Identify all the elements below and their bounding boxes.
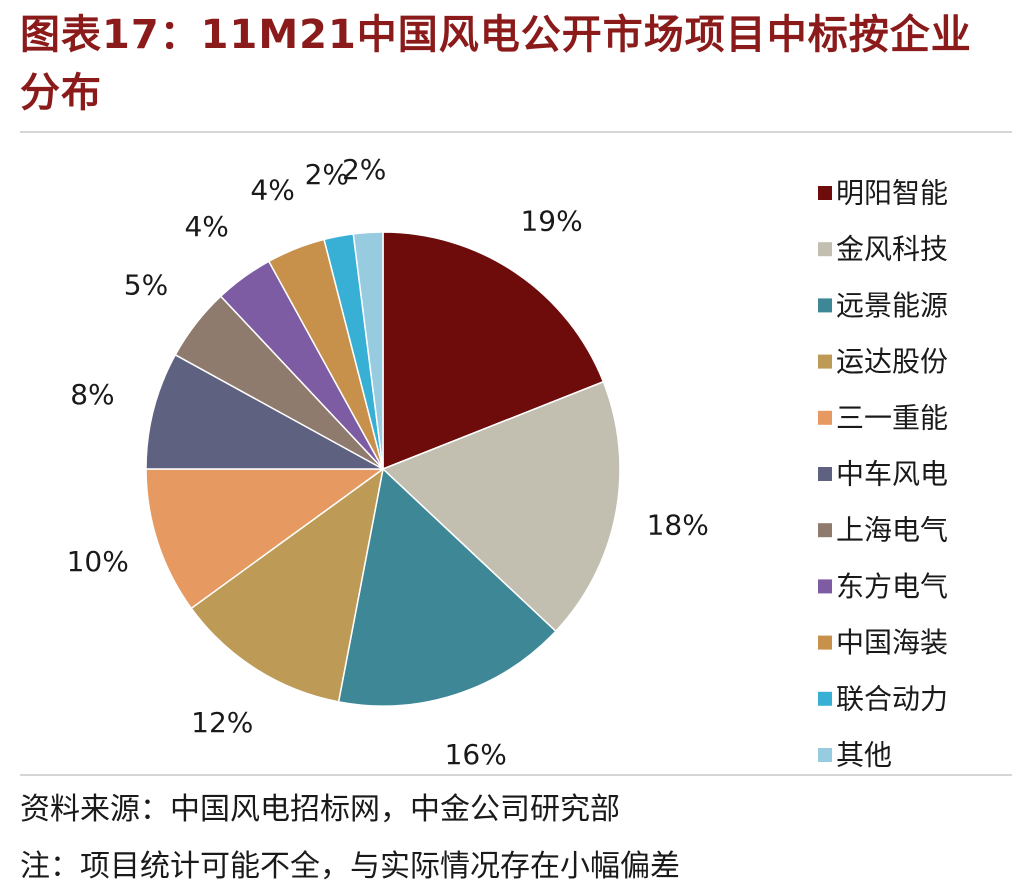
legend-swatch-6 <box>818 467 832 481</box>
source-note: 资料来源：中国风电招标网，中金公司研究部 <box>20 792 620 827</box>
data-label-slice-8: 4% <box>184 210 228 243</box>
data-label-slice-1: 19% <box>520 204 582 237</box>
legend-label-6: 中车风电 <box>836 458 948 491</box>
legend-swatch-10 <box>818 691 832 706</box>
legend-label-10: 联合动力 <box>836 682 948 715</box>
data-label-slice-3: 16% <box>445 738 507 771</box>
legend-swatch-2 <box>818 242 832 257</box>
pie-data-labels: 19% 18% 16% 12% 10% 8% 5% 4% 4% 2%2% <box>67 153 709 771</box>
footer-divider <box>20 774 1012 776</box>
data-label-slice-10: 2% <box>305 158 349 191</box>
legend-swatch-1 <box>818 186 832 200</box>
pie-slice-11 <box>352 231 384 470</box>
pie-slices <box>145 231 621 707</box>
pie-slice-3 <box>337 467 557 707</box>
data-label-slice-7: 5% <box>124 269 168 302</box>
legend-label-7: 上海电气 <box>836 514 948 547</box>
legend-swatch-3 <box>818 298 832 313</box>
data-label-slice-2: 18% <box>647 509 709 542</box>
legend-label-8: 东方电气 <box>836 570 948 603</box>
legend-swatch-5 <box>818 410 832 425</box>
legend-label-3: 远景能源 <box>836 289 948 322</box>
legend-swatch-11 <box>818 748 832 762</box>
legend-swatch-7 <box>818 523 832 538</box>
pie-slice-6 <box>145 353 384 470</box>
legend-label-2: 金风科技 <box>836 233 948 266</box>
legend-swatch-8 <box>818 579 832 594</box>
legend-label-1: 明阳智能 <box>836 177 948 210</box>
chart-title: 图表17：11M21中国风电公开市场项目中标按企业分布 <box>20 12 972 116</box>
legend: 明阳智能金风科技远景能源运达股份三一重能中车风电上海电气东方电气中国海装联合动力… <box>818 177 948 772</box>
pie-slice-5 <box>145 468 386 610</box>
legend-label-9: 中国海装 <box>836 626 948 659</box>
pie-slice-1 <box>382 231 605 471</box>
data-label-slice-4: 12% <box>191 706 253 739</box>
title-divider <box>20 131 1012 133</box>
legend-swatch-4 <box>818 354 832 369</box>
legend-label-4: 运达股份 <box>836 345 948 378</box>
pie-slice-4 <box>190 467 385 703</box>
data-label-slice-9: 4% <box>250 174 294 207</box>
data-label-slice-5: 10% <box>67 545 129 578</box>
legend-label-5: 三一重能 <box>836 401 948 434</box>
pie-slice-2 <box>381 380 621 633</box>
legend-label-11: 其他 <box>836 739 892 772</box>
legend-swatch-9 <box>818 635 832 650</box>
data-label-slice-6: 8% <box>70 378 114 411</box>
pie-chart: 19% 18% 16% 12% 10% 8% 5% 4% 4% 2%2% 明阳智能金风科技远景能源… <box>67 153 948 772</box>
data-label-slice-11: 2% <box>342 153 386 186</box>
footnote: 注：项目统计可能不全，与实际情况存在小幅偏差 <box>20 849 680 884</box>
